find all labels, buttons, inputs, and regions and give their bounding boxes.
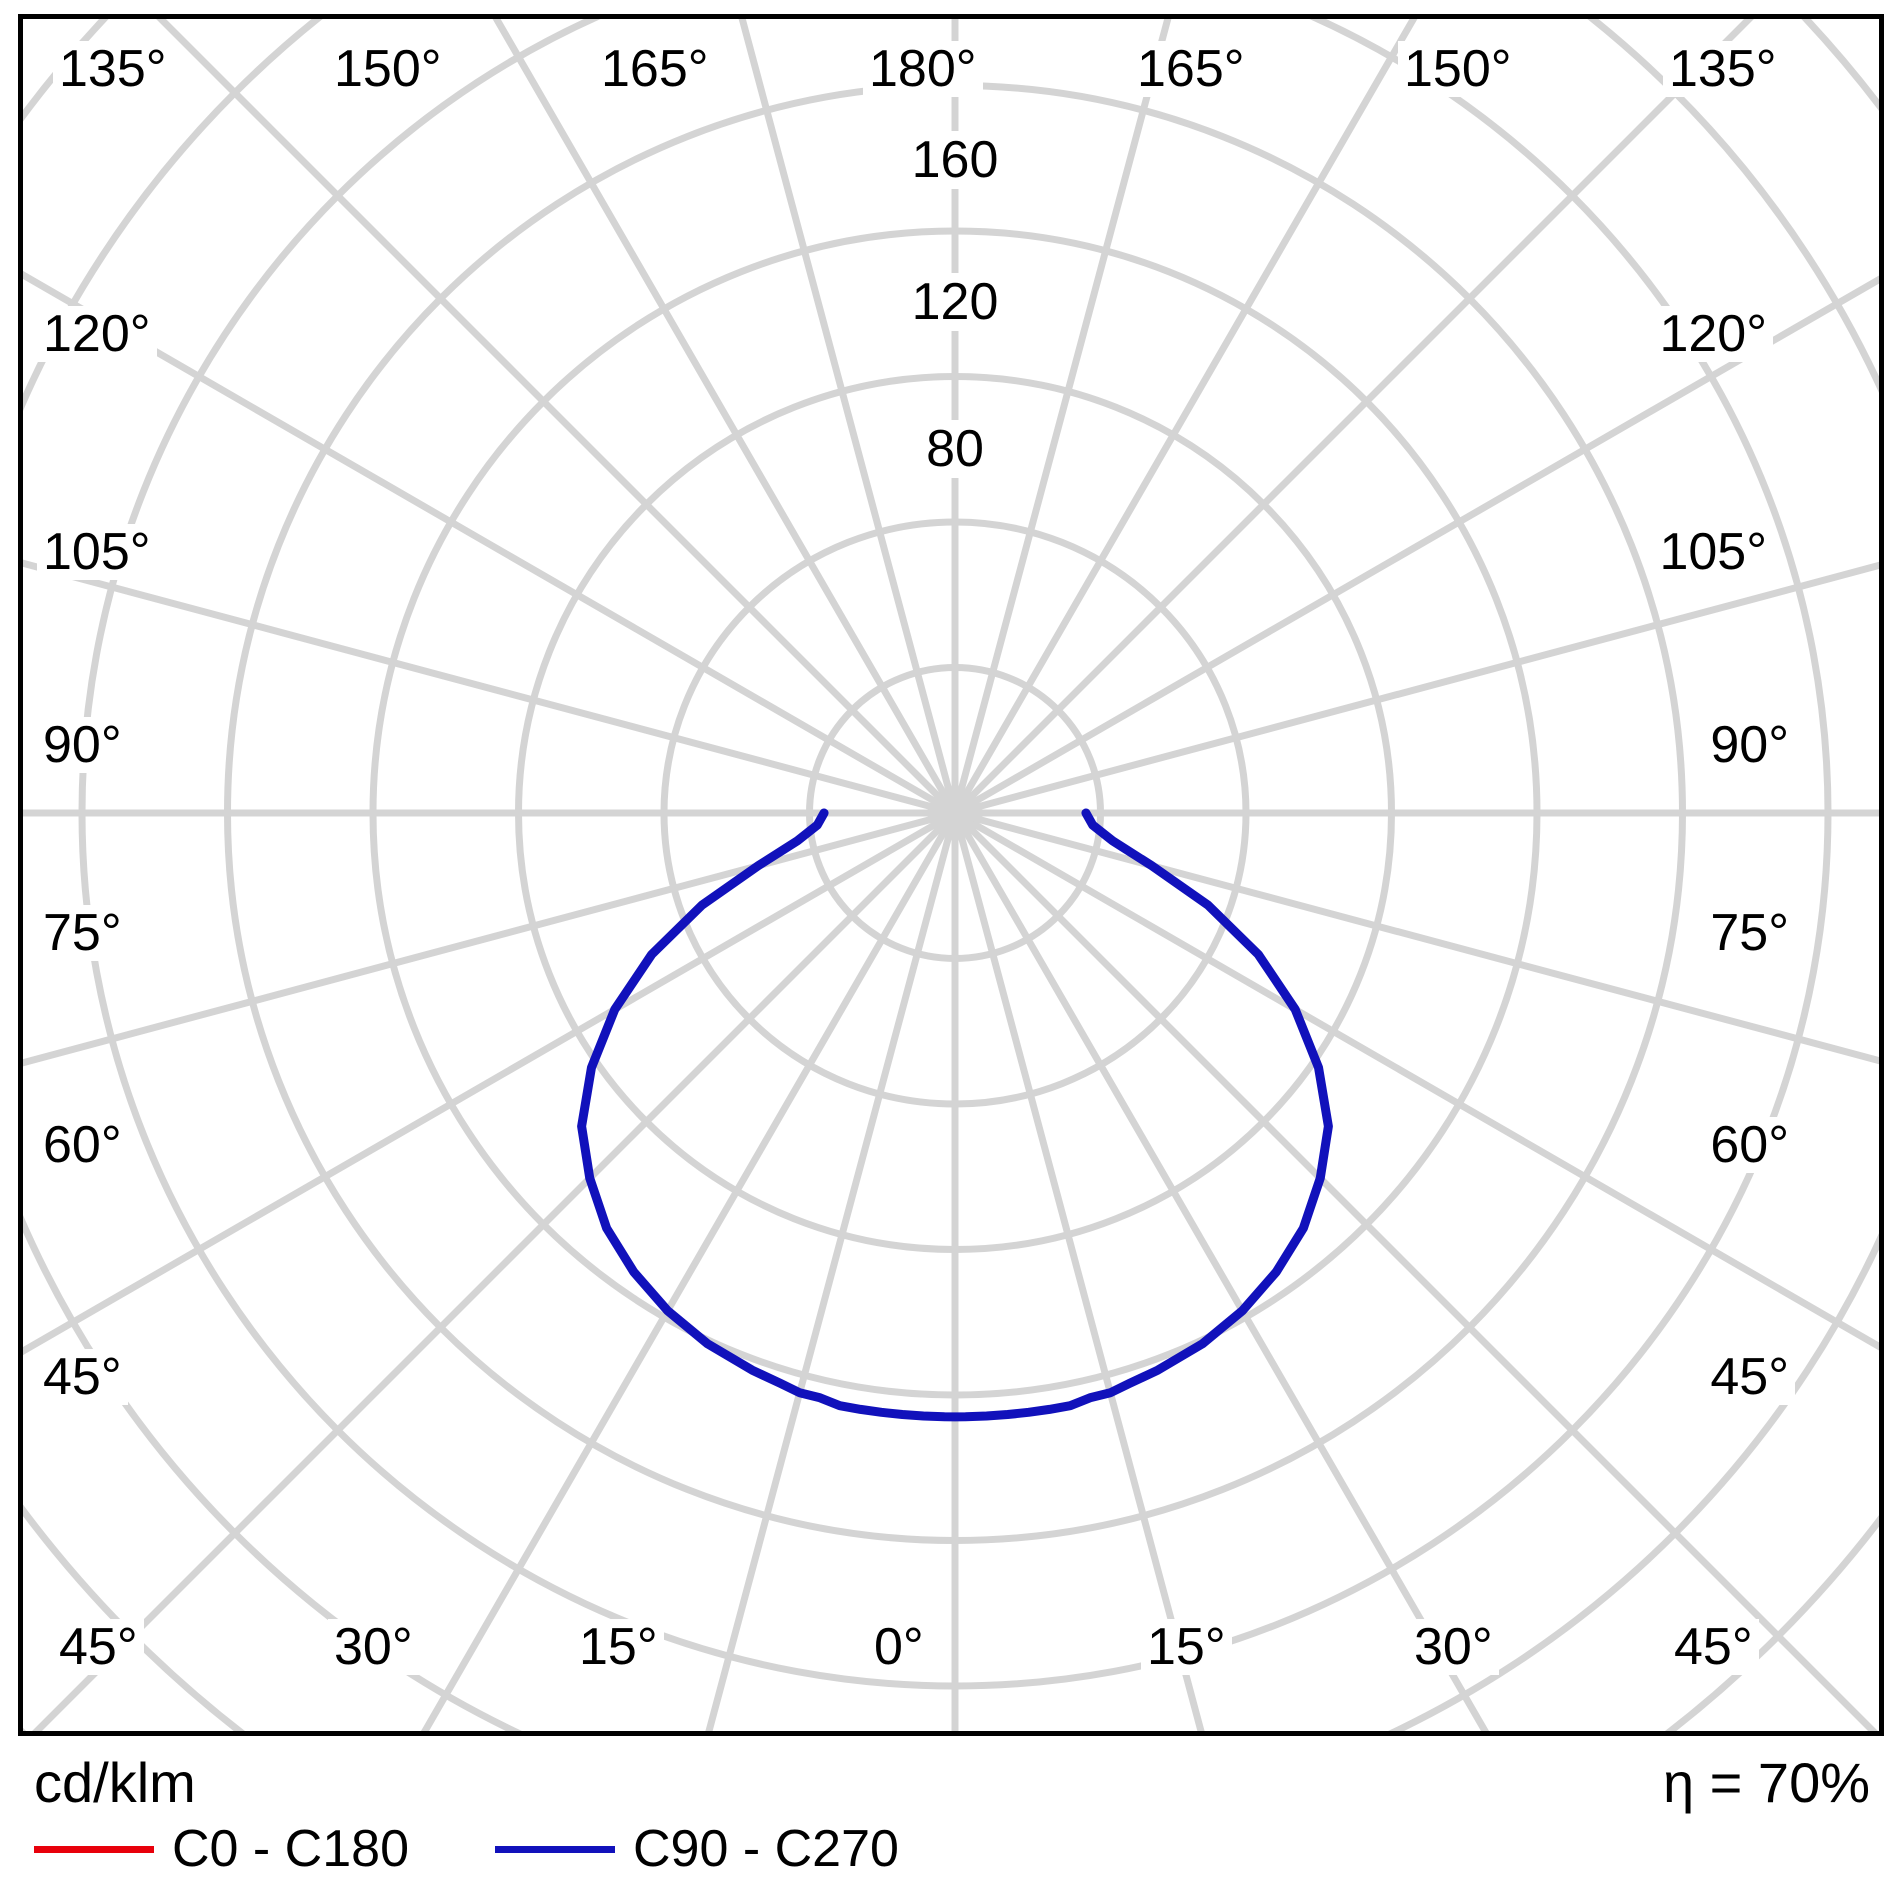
radial-tick-label-80: 80 [916,420,994,478]
angle-label-bottom-2: 15° [573,1619,664,1675]
data-curves-group [577,808,1333,1422]
angle-label-bottom-0: 45° [53,1619,144,1675]
spoke-120 [951,275,1879,817]
angle-label-left-4: 60° [37,1117,128,1173]
spoke--135 [156,19,959,817]
angle-label-bottom-4: 15° [1141,1619,1232,1675]
legend-swatch-c0-c180 [34,1845,154,1853]
legend-label-c90-c270: C90 - C270 [633,1820,899,1878]
chart-legend: cd/klm η = 70% C0 - C180 C90 - C270 [0,1745,1900,1900]
angle-label-top-5: 150° [1398,41,1518,97]
legend-label-c0-c180: C0 - C180 [172,1820,409,1878]
legend-item-c90-c270[interactable]: C90 - C270 [495,1823,899,1875]
spoke--30 [420,809,959,1731]
angle-spokes [23,19,1879,1731]
spoke--60 [23,809,959,1356]
legend-swatch-c90-c270 [495,1845,615,1853]
legend-item-c0-c180[interactable]: C0 - C180 [34,1823,409,1875]
angle-label-right-0: 120° [1653,306,1773,362]
angle-label-bottom-6: 45° [1668,1619,1759,1675]
spoke--165 [738,19,959,817]
spoke-60 [951,809,1879,1351]
spoke-165 [951,19,1172,817]
spoke-150 [951,19,1418,817]
spoke--120 [23,270,959,817]
polar-plot-frame: 135° 150° 165° 180° 165° 150° 135° 120° 105° 90° 7… [18,14,1884,1736]
angle-label-top-6: 135° [1663,41,1783,97]
efficiency-label: η = 70% [1662,1751,1870,1814]
polar-grid-and-curves [23,19,1879,1731]
spoke--75 [23,809,959,1067]
spoke-15 [951,809,1205,1731]
angle-label-top-4: 165° [1131,41,1251,97]
spoke--150 [492,19,959,817]
angle-label-left-2: 90° [37,717,128,773]
angle-label-left-3: 75° [37,905,128,961]
spoke-30 [951,809,1490,1731]
angle-label-top-2: 165° [595,41,715,97]
spoke--45 [32,809,959,1731]
spoke-105 [951,561,1879,817]
radial-tick-label-160: 160 [901,131,1009,189]
grid-group [23,19,1879,1731]
spoke--105 [23,559,959,817]
angle-label-left-5: 45° [37,1349,128,1405]
angle-label-left-0: 120° [37,306,157,362]
legend-entries: C0 - C180 C90 - C270 [34,1823,985,1875]
angle-label-left-1: 105° [37,524,157,580]
curve-c90-c270 [577,808,1333,1422]
angle-label-bottom-3: 0° [868,1619,930,1675]
angle-label-right-2: 90° [1704,717,1795,773]
angle-label-top-3: 180° [863,41,983,97]
angle-label-right-4: 60° [1704,1117,1795,1173]
spoke-75 [951,809,1879,1065]
angle-label-bottom-5: 30° [1408,1619,1499,1675]
angle-label-top-1: 150° [328,41,448,97]
angle-label-right-1: 105° [1653,524,1773,580]
angle-label-bottom-1: 30° [328,1619,419,1675]
angle-label-right-5: 45° [1704,1349,1795,1405]
angle-label-right-3: 75° [1704,905,1795,961]
angle-label-top-0: 135° [53,41,173,97]
spoke-45 [951,809,1878,1731]
radial-tick-label-120: 120 [901,273,1009,331]
unit-label: cd/klm [34,1751,196,1814]
spoke--15 [705,809,959,1731]
spoke-135 [951,19,1754,817]
